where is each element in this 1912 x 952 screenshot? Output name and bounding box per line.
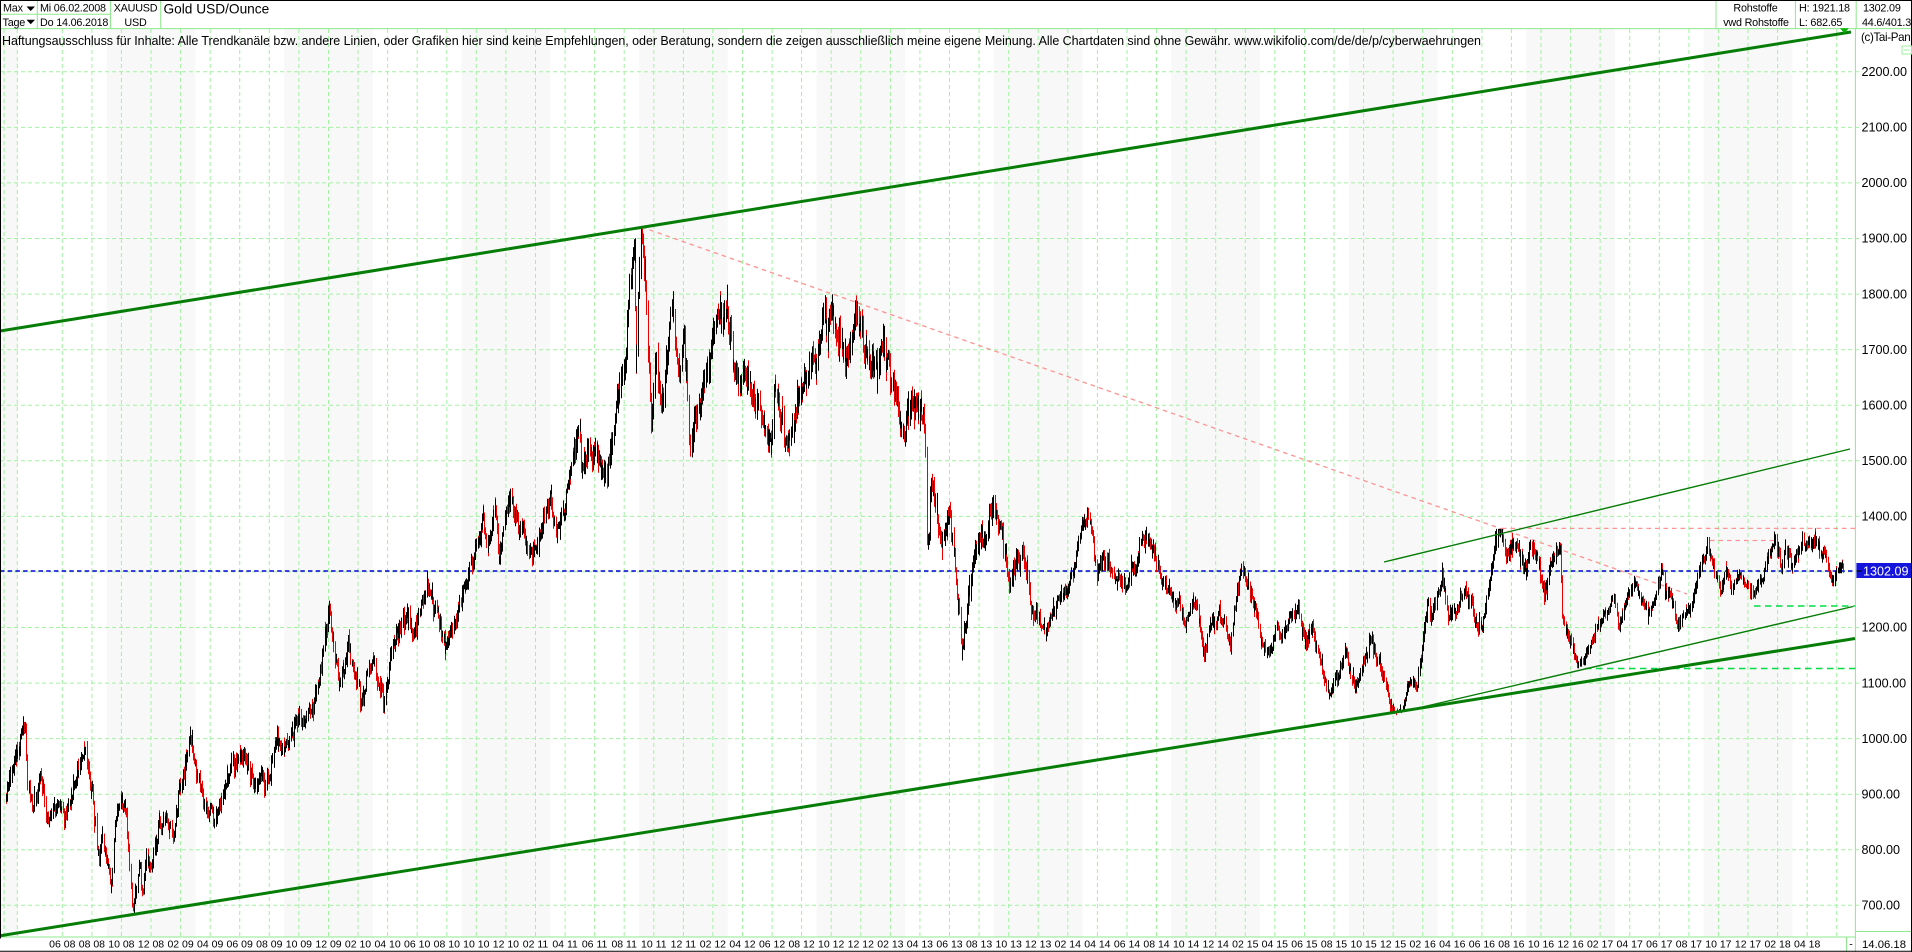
svg-text:12 16: 12 16 [1557, 939, 1583, 951]
svg-text:12 17: 12 17 [1735, 939, 1761, 951]
svg-text:1500.00: 1500.00 [1862, 454, 1908, 468]
svg-text:1302.09: 1302.09 [1863, 564, 1909, 578]
svg-text:06 11: 06 11 [582, 939, 608, 951]
svg-text:10 08: 10 08 [108, 939, 134, 951]
svg-text:04 15: 04 15 [1262, 939, 1288, 951]
svg-text:04 11: 04 11 [552, 939, 578, 951]
svg-text:04 14: 04 14 [1084, 939, 1110, 951]
svg-text:08 17: 08 17 [1676, 939, 1702, 951]
svg-text:08 10: 08 10 [434, 939, 460, 951]
svg-text:44.6/401.35: 44.6/401.35 [1862, 17, 1912, 29]
svg-text:12 11: 12 11 [671, 939, 697, 951]
svg-text:02 12: 02 12 [700, 939, 726, 951]
svg-text:vwd Rohstoffe: vwd Rohstoffe [1723, 17, 1789, 29]
svg-text:02 09: 02 09 [167, 939, 193, 951]
svg-text:02 15: 02 15 [1232, 939, 1258, 951]
svg-text:02 14: 02 14 [1055, 939, 1081, 951]
svg-text:700.00: 700.00 [1862, 899, 1901, 913]
svg-text:2200.00: 2200.00 [1862, 65, 1908, 79]
svg-text:10 12: 10 12 [818, 939, 844, 951]
svg-text:10 11: 10 11 [641, 939, 667, 951]
svg-text:02 11: 02 11 [523, 939, 549, 951]
svg-text:12 14: 12 14 [1203, 939, 1229, 951]
svg-text:1900.00: 1900.00 [1862, 232, 1908, 246]
svg-text:10 10: 10 10 [463, 939, 489, 951]
svg-text:02 18: 02 18 [1764, 939, 1790, 951]
svg-text:Do 14.06.2018: Do 14.06.2018 [40, 17, 108, 29]
svg-text:10 15: 10 15 [1350, 939, 1376, 951]
svg-text:Gold USD/Ounce: Gold USD/Ounce [164, 2, 270, 17]
svg-text:04 12: 04 12 [729, 939, 755, 951]
svg-text:12 09: 12 09 [315, 939, 341, 951]
svg-text:04 13: 04 13 [907, 939, 933, 951]
svg-text:H: 1921.18: H: 1921.18 [1799, 3, 1850, 15]
svg-text:L: 682.65: L: 682.65 [1799, 17, 1842, 29]
svg-text:1800.00: 1800.00 [1862, 287, 1908, 301]
svg-text:10 14: 10 14 [1173, 939, 1199, 951]
svg-text:1200.00: 1200.00 [1862, 621, 1908, 635]
svg-text:02 10: 02 10 [345, 939, 371, 951]
svg-text:08 11: 08 11 [611, 939, 637, 951]
svg-text:900.00: 900.00 [1862, 787, 1901, 801]
svg-text:10 17: 10 17 [1705, 939, 1731, 951]
svg-text:Tage: Tage [3, 17, 26, 29]
svg-text:1400.00: 1400.00 [1862, 510, 1908, 524]
svg-text:XAUUSD: XAUUSD [114, 3, 158, 15]
svg-text:Haftungsausschluss für Inhalte: Haftungsausschluss für Inhalte: Alle Tre… [2, 34, 1481, 48]
svg-text:06 14: 06 14 [1114, 939, 1140, 951]
svg-text:2000.00: 2000.00 [1862, 176, 1908, 190]
svg-text:1600.00: 1600.00 [1862, 398, 1908, 412]
svg-text:08 13: 08 13 [966, 939, 992, 951]
svg-text:06 17: 06 17 [1646, 939, 1672, 951]
svg-text:1700.00: 1700.00 [1862, 343, 1908, 357]
svg-text:04 18: 04 18 [1794, 939, 1820, 951]
svg-text:06 12: 06 12 [759, 939, 785, 951]
svg-text:1100.00: 1100.00 [1862, 676, 1907, 690]
svg-text:2100.00: 2100.00 [1862, 121, 1908, 135]
svg-text:04 09: 04 09 [197, 939, 223, 951]
svg-text:Mi 06.02.2008: Mi 06.02.2008 [40, 3, 106, 15]
svg-text:02 16: 02 16 [1410, 939, 1436, 951]
svg-text:USD: USD [124, 17, 147, 29]
svg-text:08 16: 08 16 [1498, 939, 1524, 951]
svg-text:06 15: 06 15 [1291, 939, 1317, 951]
svg-text:10 13: 10 13 [996, 939, 1022, 951]
svg-text:Rohstoffe: Rohstoffe [1733, 3, 1777, 15]
svg-text:06 08: 06 08 [49, 939, 75, 951]
svg-text:08 14: 08 14 [1143, 939, 1169, 951]
svg-text:14.06.18: 14.06.18 [1862, 939, 1906, 951]
svg-text:06 16: 06 16 [1469, 939, 1495, 951]
svg-text:800.00: 800.00 [1862, 843, 1901, 857]
svg-text:08 15: 08 15 [1321, 939, 1347, 951]
svg-text:08 09: 08 09 [256, 939, 282, 951]
svg-text:08 08: 08 08 [79, 939, 105, 951]
svg-text:06 10: 06 10 [404, 939, 430, 951]
svg-text:12 10: 12 10 [493, 939, 519, 951]
svg-text:Max: Max [3, 3, 24, 15]
svg-text:06 09: 06 09 [227, 939, 253, 951]
svg-text:04 17: 04 17 [1617, 939, 1643, 951]
svg-text:04 16: 04 16 [1439, 939, 1465, 951]
svg-text:-: - [1849, 939, 1853, 951]
svg-text:06 13: 06 13 [936, 939, 962, 951]
svg-text:(c)Tai-Pan: (c)Tai-Pan [1861, 31, 1910, 44]
svg-text:10 09: 10 09 [286, 939, 312, 951]
svg-text:12 13: 12 13 [1025, 939, 1051, 951]
svg-text:02 17: 02 17 [1587, 939, 1613, 951]
svg-text:02 13: 02 13 [877, 939, 903, 951]
svg-text:1302.09: 1302.09 [1863, 3, 1901, 15]
svg-text:04 10: 04 10 [374, 939, 400, 951]
svg-text:12 08: 12 08 [138, 939, 164, 951]
svg-text:10 16: 10 16 [1528, 939, 1554, 951]
svg-text:12 12: 12 12 [848, 939, 874, 951]
svg-text:12 15: 12 15 [1380, 939, 1406, 951]
svg-text:08 12: 08 12 [788, 939, 814, 951]
svg-text:1000.00: 1000.00 [1862, 732, 1908, 746]
